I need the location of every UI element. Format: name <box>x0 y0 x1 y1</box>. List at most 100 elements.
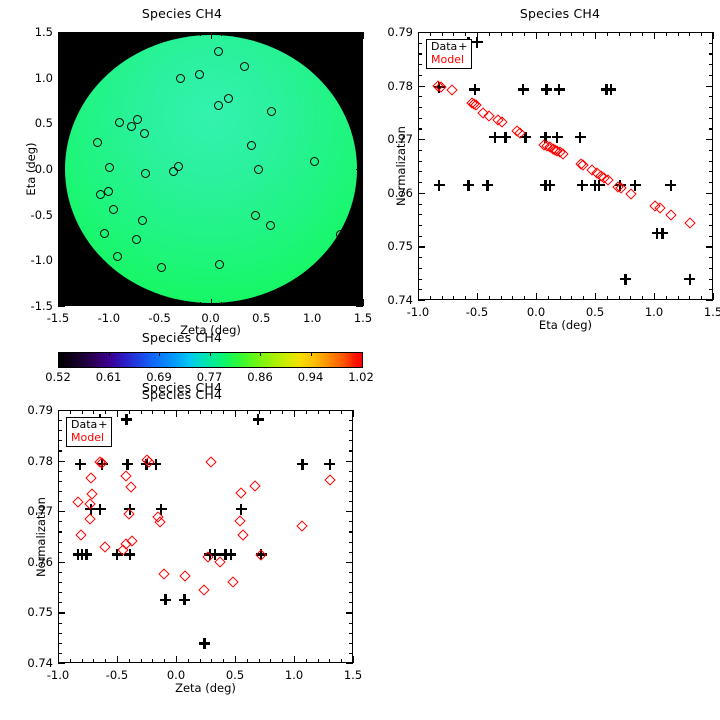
eta-data-point <box>593 179 605 191</box>
axis-tick-minor <box>349 501 353 503</box>
axis-tick-minor <box>220 32 222 36</box>
eta-legend-data-symbol: + <box>458 40 468 53</box>
zeta-model-point <box>125 481 137 493</box>
axis-tick-minor <box>58 480 62 482</box>
colorbar-tick-mark <box>310 352 312 356</box>
axis-tick-minor <box>317 659 319 663</box>
axis-tick-minor <box>359 178 363 180</box>
axis-tick-minor <box>329 659 331 663</box>
axis-tick-minor <box>58 223 62 225</box>
axis-tick-major <box>346 663 353 665</box>
eta-data-point <box>433 81 445 93</box>
map-y-tick: 1.5 <box>34 25 53 39</box>
axis-tick-minor <box>58 521 62 523</box>
axis-tick-minor <box>69 659 71 663</box>
axis-tick-minor <box>305 659 307 663</box>
zeta-model-point <box>296 519 309 532</box>
axis-tick-major <box>210 32 212 39</box>
axis-tick-minor <box>583 32 585 36</box>
axis-tick-minor <box>559 296 561 300</box>
axis-tick-minor <box>258 410 260 414</box>
axis-tick-minor <box>359 223 363 225</box>
eta-data-point <box>553 83 565 95</box>
axis-tick-major <box>356 306 363 308</box>
axis-tick-minor <box>58 592 62 594</box>
map-point <box>140 169 150 179</box>
axis-tick-minor <box>359 196 363 198</box>
map-point <box>126 122 136 132</box>
eta-y-axis-label: Normalization <box>394 126 408 206</box>
axis-tick-minor <box>342 32 344 36</box>
zeta-plot-area <box>58 410 353 663</box>
axis-tick-minor <box>709 117 713 119</box>
axis-tick-major <box>58 656 60 663</box>
axis-tick-minor <box>251 302 253 306</box>
zeta-legend-model-label: Model <box>71 430 105 444</box>
axis-tick-minor <box>302 302 304 306</box>
axis-tick-minor <box>180 32 182 36</box>
axis-tick-minor <box>349 632 353 634</box>
panel-map: Species CH4 -1.5 -1.0 -0.5 0.0 0.5 1.0 1.5 -1.… <box>0 0 380 340</box>
axis-tick-minor <box>305 410 307 414</box>
axis-tick-minor <box>689 32 691 36</box>
zeta-y-tick: 0.76 <box>27 554 53 569</box>
axis-tick-minor <box>359 105 363 107</box>
zeta-data-point <box>122 458 134 470</box>
zeta-model-point <box>237 529 250 541</box>
zeta-x-tick: -1.0 <box>46 668 70 682</box>
axis-tick-minor <box>677 32 679 36</box>
axis-tick-minor <box>281 302 283 306</box>
axis-tick-minor <box>618 32 620 36</box>
zeta-model-point <box>198 584 211 596</box>
axis-tick-minor <box>98 32 100 36</box>
colorbar-tick-label: 0.86 <box>247 370 273 384</box>
axis-tick-minor <box>220 302 222 306</box>
axis-tick-minor <box>119 302 121 306</box>
axis-tick-minor <box>149 302 151 306</box>
axis-tick-minor <box>58 187 62 189</box>
axis-tick-minor <box>68 32 70 36</box>
zeta-legend-data-label: Data <box>71 418 98 431</box>
axis-tick-minor <box>418 128 422 130</box>
zeta-title: Species CH4 <box>141 387 223 402</box>
axis-tick-minor <box>58 287 62 289</box>
eta-model-point <box>446 84 458 97</box>
axis-tick-minor <box>230 302 232 306</box>
axis-tick-minor <box>359 287 363 289</box>
zeta-data-point <box>141 458 152 470</box>
axis-tick-minor <box>58 59 62 61</box>
axis-tick-minor <box>302 32 304 36</box>
eta-data-point <box>471 36 483 48</box>
axis-tick-minor <box>359 150 363 152</box>
axis-tick-major <box>176 656 178 663</box>
axis-tick-major <box>353 656 355 663</box>
axis-tick-minor <box>500 32 502 36</box>
axis-tick-minor <box>571 296 573 300</box>
map-point <box>214 46 224 56</box>
eta-data-point <box>656 227 668 239</box>
axis-tick-minor <box>58 68 62 70</box>
zeta-y-tick: 0.77 <box>27 504 53 519</box>
axis-tick-minor <box>69 410 71 414</box>
axis-tick-minor <box>512 32 514 36</box>
axis-tick-minor <box>441 32 443 36</box>
map-point <box>214 101 224 111</box>
axis-tick-minor <box>128 659 130 663</box>
eta-data-point <box>517 83 529 95</box>
axis-tick-minor <box>349 642 353 644</box>
eta-model-point <box>665 209 677 221</box>
map-marker-layer <box>58 32 363 306</box>
zeta-y-tick: 0.79 <box>27 403 53 417</box>
axis-tick-minor <box>349 541 353 543</box>
zeta-data-point <box>80 549 92 561</box>
axis-tick-minor <box>500 296 502 300</box>
axis-tick-major <box>159 299 161 306</box>
zeta-x-tick: 1.5 <box>343 668 363 682</box>
axis-tick-minor <box>418 257 422 259</box>
axis-tick-major <box>159 32 161 39</box>
axis-tick-minor <box>709 128 713 130</box>
axis-tick-minor <box>465 296 467 300</box>
axis-tick-minor <box>282 410 284 414</box>
map-y-tick: -0.5 <box>30 207 53 222</box>
axis-tick-minor <box>58 86 62 88</box>
